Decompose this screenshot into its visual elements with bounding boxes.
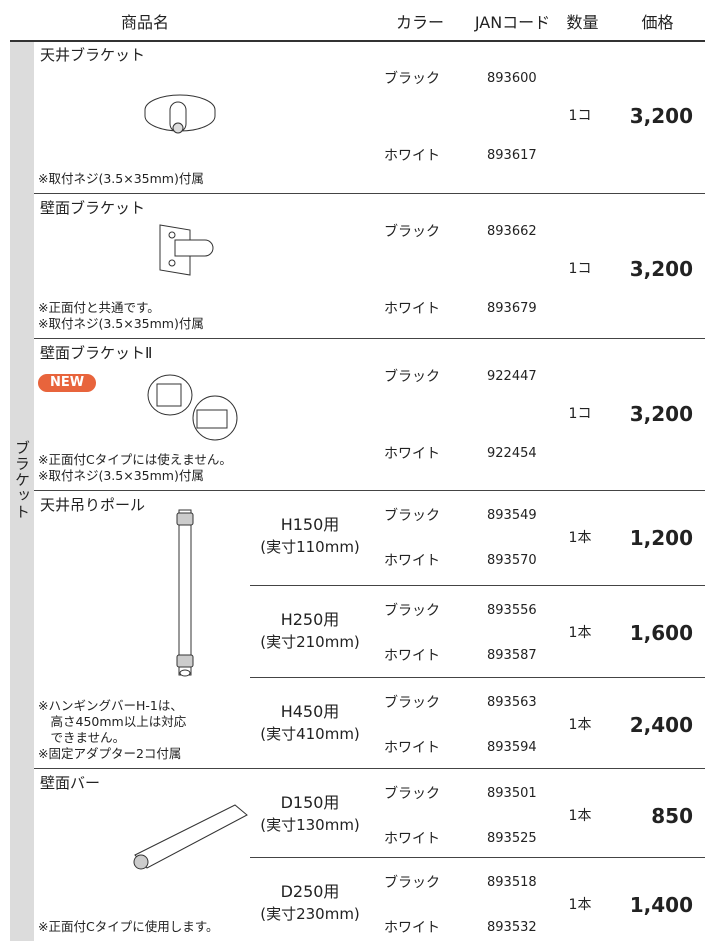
note: ※正面付Cタイプに使用します。 [38,919,219,934]
color: ブラック [384,875,440,891]
size: D250用 [280,882,340,901]
jan-code: 922454 [487,446,537,461]
subrow-rule [250,857,705,858]
size: H150用 [280,515,340,534]
quantity: 1本 [568,717,592,733]
product-name: 天井ブラケット [40,46,146,64]
size-actual: (実寸110mm) [260,538,360,556]
icon [176,509,194,677]
row-rule [34,490,705,491]
product-name: 壁面バー [40,774,101,792]
color: ホワイト [384,648,440,664]
jan-code: 893549 [487,508,537,523]
subrow-rule [250,585,705,586]
note: ※取付ネジ(3.5×35mm)付属 [38,468,204,483]
jan-code: 893556 [487,603,537,618]
header-cell: 商品名 [120,13,169,32]
jan-code: 893587 [487,648,537,663]
color: ホワイト [384,148,440,164]
quantity: 1本 [568,625,592,641]
color: ブラック [384,508,440,524]
quantity: 1コ [568,261,592,277]
header-cell: JANコード [474,13,551,32]
header-cell: 価格 [641,13,674,32]
size-actual: (実寸210mm) [260,633,360,651]
jan-code: 893600 [487,71,537,86]
category-column [10,41,34,941]
size: H450用 [280,702,340,721]
jan-code: 893594 [487,740,537,755]
header-cell: カラー [395,13,444,32]
color: ブラック [384,369,440,385]
color: ブラック [384,71,440,87]
note: ※取付ネジ(3.5×35mm)付属 [38,171,204,186]
new-badge: NEW [49,375,85,390]
jan-code: 893563 [487,695,537,710]
quantity: 1本 [568,808,592,824]
jan-code: 893662 [487,224,537,239]
quantity: 1コ [568,406,592,422]
price: 3,200 [629,257,693,281]
jan-code: 893518 [487,875,537,890]
row-rule [34,338,705,339]
price: 850 [651,804,693,828]
price: 1,200 [629,526,693,550]
size: D150用 [280,793,340,812]
note: できません。 [38,730,126,745]
jan-code: 922447 [487,369,537,384]
color: ブラック [384,695,440,711]
color: ホワイト [384,831,440,847]
size-actual: (実寸230mm) [260,905,360,923]
note: ※固定アダプター2コ付属 [38,746,182,761]
jan-code: 893501 [487,786,537,801]
header-rule [10,40,705,42]
new-badge-bg [38,374,96,392]
icon [147,374,238,441]
size-actual: (実寸130mm) [260,816,360,834]
color: ホワイト [384,446,440,462]
price: 3,200 [629,104,693,128]
jan-code: 893679 [487,301,537,316]
icon [159,224,214,276]
price: 2,400 [629,713,693,737]
icon [133,804,248,870]
quantity: 1本 [568,530,592,546]
size-actual: (実寸410mm) [260,725,360,743]
note: 高さ450mm以上は対応 [38,714,187,729]
row-rule [34,768,705,769]
note: ※ハンギングバーH-1は、 [38,698,183,713]
product-name: 壁面ブラケットⅡ [40,344,153,362]
product-name: 壁面ブラケット [40,199,146,217]
color: ホワイト [384,740,440,756]
color: ブラック [384,603,440,619]
product-name: 天井吊りポール [40,496,146,514]
quantity: 1本 [568,897,592,913]
note: ※正面付Cタイプには使えません。 [38,452,232,467]
color: ブラック [384,786,440,802]
color: ホワイト [384,553,440,569]
icon [144,94,216,134]
price: 1,600 [629,621,693,645]
color: ブラック [384,224,440,240]
note: ※正面付と共通です。 [38,300,160,315]
price: 1,400 [629,893,693,917]
category-label: ブラケット [13,440,31,520]
price: 3,200 [629,402,693,426]
jan-code: 893617 [487,148,537,163]
row-rule [34,193,705,194]
color: ホワイト [384,920,440,936]
header-cell: 数量 [566,13,599,32]
jan-code: 893525 [487,831,537,846]
subrow-rule [250,677,705,678]
color: ホワイト [384,301,440,317]
note: ※取付ネジ(3.5×35mm)付属 [38,316,204,331]
jan-code: 893532 [487,920,537,935]
quantity: 1コ [568,108,592,124]
size: H250用 [280,610,340,629]
jan-code: 893570 [487,553,537,568]
